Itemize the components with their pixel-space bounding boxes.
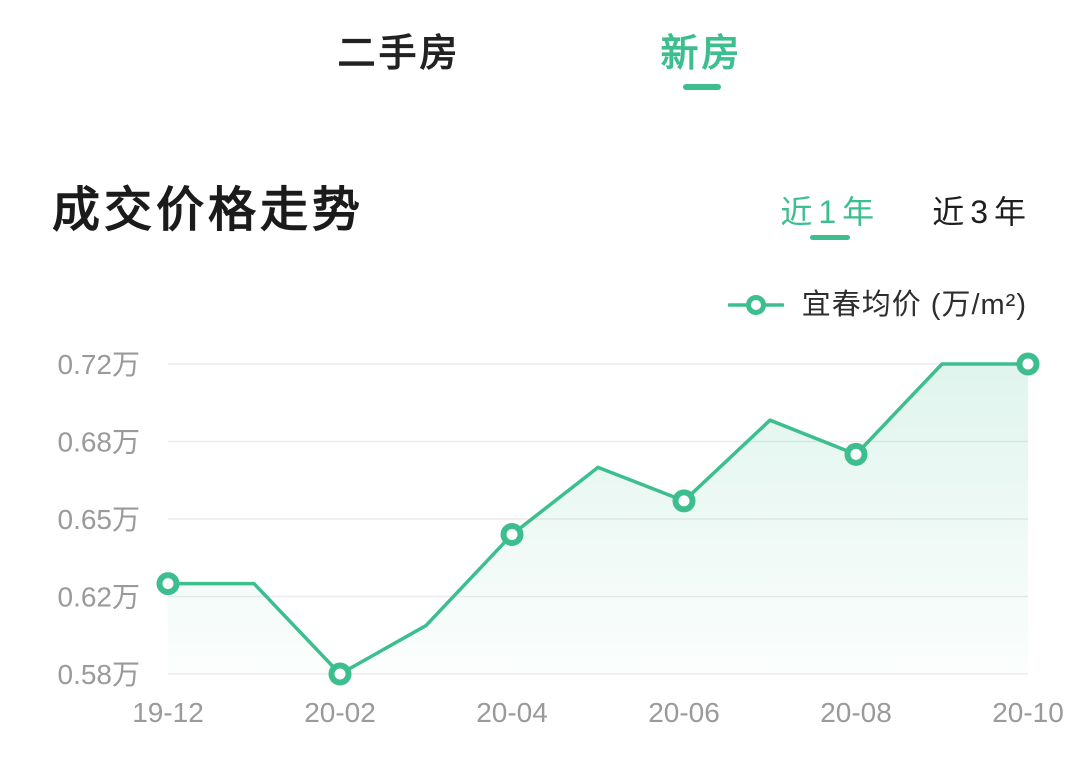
y-axis-label: 0.68万 [58,427,141,458]
y-axis-label: 0.72万 [58,349,141,380]
tab-secondhand-house[interactable]: 二手房 [337,32,460,90]
range-3-year[interactable]: 近3年 [932,192,1032,240]
tab-new-label: 新房 [660,33,743,75]
top-tab-bar: 二手房 新房 [0,32,1080,90]
x-axis-label: 20-08 [820,697,892,728]
price-trend-chart: 0.58万 0.62万 0.65万 0.68万 0.72万 19-12 20-02 20-04… [58,349,1064,728]
price-line [166,362,1030,676]
x-axis-label: 19-12 [132,697,204,728]
range-filter: 近1年 近3年 [780,192,1032,240]
range-1-year[interactable]: 近1年 [780,192,880,240]
data-point-marker[interactable] [844,442,868,466]
range-1-year-label: 近1年 [780,194,881,230]
legend-line-marker-icon [727,295,784,315]
tab-secondhand-label: 二手房 [337,33,461,75]
range-3-year-label: 近3年 [932,194,1032,230]
active-tab-underline [682,84,721,90]
area-fill [168,364,1028,674]
x-axis-label: 20-06 [648,697,720,728]
page-title: 成交价格走势 [52,184,365,237]
y-axis-label: 0.65万 [58,504,141,535]
legend-series-label: 宜春均价 (万/m²) [801,289,1027,321]
data-point-marker[interactable] [500,523,524,546]
data-point-marker[interactable] [672,489,696,513]
tab-new-house[interactable]: 新房 [661,32,743,90]
data-point-marker[interactable] [156,572,180,596]
y-axis-label: 0.58万 [58,659,141,690]
data-point-marker[interactable] [328,662,352,686]
x-axis-label: 20-04 [476,697,548,728]
x-axis-label: 20-02 [304,697,376,728]
y-axis-label: 0.62万 [58,582,141,613]
x-axis-label: 20-10 [992,697,1064,728]
data-point-marker[interactable] [1016,352,1040,376]
legend: 宜春均价 (万/m²) [727,288,1027,322]
active-range-underline [810,235,851,240]
